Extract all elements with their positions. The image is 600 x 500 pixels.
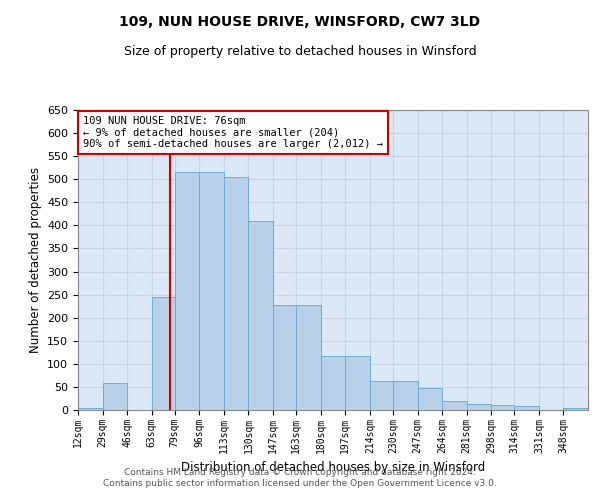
Text: 109, NUN HOUSE DRIVE, WINSFORD, CW7 3LD: 109, NUN HOUSE DRIVE, WINSFORD, CW7 3LD [119,15,481,29]
Bar [467,404,491,410]
Bar [442,401,467,410]
Bar [152,297,175,410]
X-axis label: Distribution of detached houses by size in Winsford: Distribution of detached houses by size … [181,461,485,474]
Text: 109 NUN HOUSE DRIVE: 76sqm
← 9% of detached houses are smaller (204)
90% of semi: 109 NUN HOUSE DRIVE: 76sqm ← 9% of detac… [83,116,383,149]
Bar [199,172,224,410]
Y-axis label: Number of detached properties: Number of detached properties [29,167,41,353]
Bar [273,305,296,410]
Bar [491,406,514,410]
Bar [563,408,588,410]
Bar [370,381,393,410]
Bar [393,381,418,410]
Bar [103,383,127,410]
Bar [418,388,442,410]
Bar [78,408,103,410]
Text: Contains HM Land Registry data © Crown copyright and database right 2024.
Contai: Contains HM Land Registry data © Crown c… [103,468,497,487]
Bar [345,356,370,410]
Bar [224,177,248,410]
Bar [514,406,539,410]
Bar [248,221,273,410]
Bar [175,172,199,410]
Bar [321,356,345,410]
Bar [296,305,321,410]
Text: Size of property relative to detached houses in Winsford: Size of property relative to detached ho… [124,45,476,58]
